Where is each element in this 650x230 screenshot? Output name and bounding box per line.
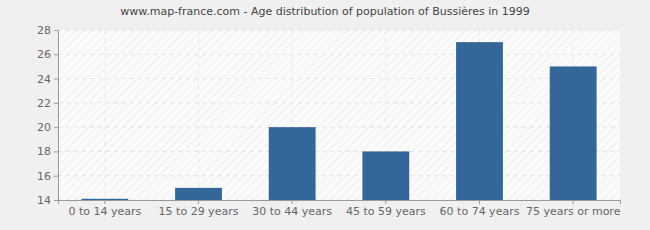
y-tick: 16 — [37, 170, 58, 183]
y-tick-mark — [54, 176, 58, 177]
y-tick-mark — [54, 127, 58, 128]
x-tick-mark — [104, 200, 105, 204]
x-tick-label: 75 years or more — [526, 205, 621, 218]
y-tick: 20 — [37, 121, 58, 134]
grid-line — [58, 127, 620, 128]
x-tick: 30 to 44 years — [252, 200, 332, 218]
x-tick-label: 60 to 74 years — [440, 205, 520, 218]
x-tick: 60 to 74 years — [440, 200, 520, 218]
grid-line — [58, 54, 620, 55]
y-tick-mark — [54, 79, 58, 80]
y-tick-label: 26 — [37, 48, 51, 61]
x-tick-mark — [198, 200, 199, 204]
x-tick-label: 30 to 44 years — [252, 205, 332, 218]
axis-line — [59, 201, 621, 205]
y-tick: 26 — [37, 48, 58, 61]
y-tick-label: 14 — [37, 194, 51, 207]
bar — [175, 188, 222, 200]
axis-line — [54, 31, 59, 201]
y-tick: 22 — [37, 97, 58, 110]
bar — [456, 42, 503, 200]
grid-line-x — [104, 30, 105, 200]
x-tick-mark — [573, 200, 574, 204]
x-tick-label: 15 to 29 years — [159, 205, 239, 218]
x-tick: 75 years or more — [526, 200, 621, 218]
x-tick-mark — [479, 200, 480, 204]
y-tick: 14 — [37, 194, 58, 207]
y-tick-mark — [54, 30, 58, 31]
y-tick: 28 — [37, 24, 58, 37]
y-tick-mark — [54, 151, 58, 152]
chart: www.map-france.com - Age distribution of… — [0, 0, 650, 230]
y-tick-mark — [54, 103, 58, 104]
y-tick-label: 22 — [37, 97, 51, 110]
y-axis: 14 16 18 20 22 24 26 28 — [37, 24, 59, 207]
y-tick-mark — [54, 200, 58, 201]
grid-line — [58, 175, 620, 176]
x-tick-label: 45 to 59 years — [346, 205, 426, 218]
grid — [58, 30, 620, 200]
x-tick-mark — [292, 200, 293, 204]
grid-line — [58, 102, 620, 103]
x-tick: 45 to 59 years — [346, 200, 426, 218]
y-tick: 18 — [37, 145, 58, 158]
bars — [81, 42, 596, 200]
bar — [550, 66, 597, 200]
y-tick-mark — [54, 54, 58, 55]
grid-line — [58, 30, 620, 31]
grid-x — [105, 30, 573, 200]
x-tick-mark — [385, 200, 386, 204]
x-tick-label: 0 to 14 years — [68, 205, 141, 218]
y-tick-label: 18 — [37, 145, 51, 158]
bar — [81, 199, 128, 200]
plot: 14 16 18 20 22 24 26 28 0 to 14 years 15 to 29 ye… — [37, 24, 621, 218]
y-tick-label: 24 — [37, 73, 51, 86]
y-tick-label: 16 — [37, 170, 51, 183]
grid-line — [58, 78, 620, 79]
x-tick: 15 to 29 years — [159, 200, 239, 218]
y-tick: 24 — [37, 73, 58, 86]
grid-line — [58, 151, 620, 152]
title: www.map-france.com - Age distribution of… — [120, 5, 530, 18]
x-axis: 0 to 14 years 15 to 29 years 30 to 44 year… — [59, 200, 621, 218]
y-tick-label: 28 — [37, 24, 51, 37]
plot-background — [58, 30, 620, 200]
y-tick-label: 20 — [37, 121, 51, 134]
grid-line-x — [198, 30, 199, 200]
x-tick: 0 to 14 years — [68, 200, 141, 218]
bar — [269, 127, 316, 200]
bar — [362, 151, 409, 200]
